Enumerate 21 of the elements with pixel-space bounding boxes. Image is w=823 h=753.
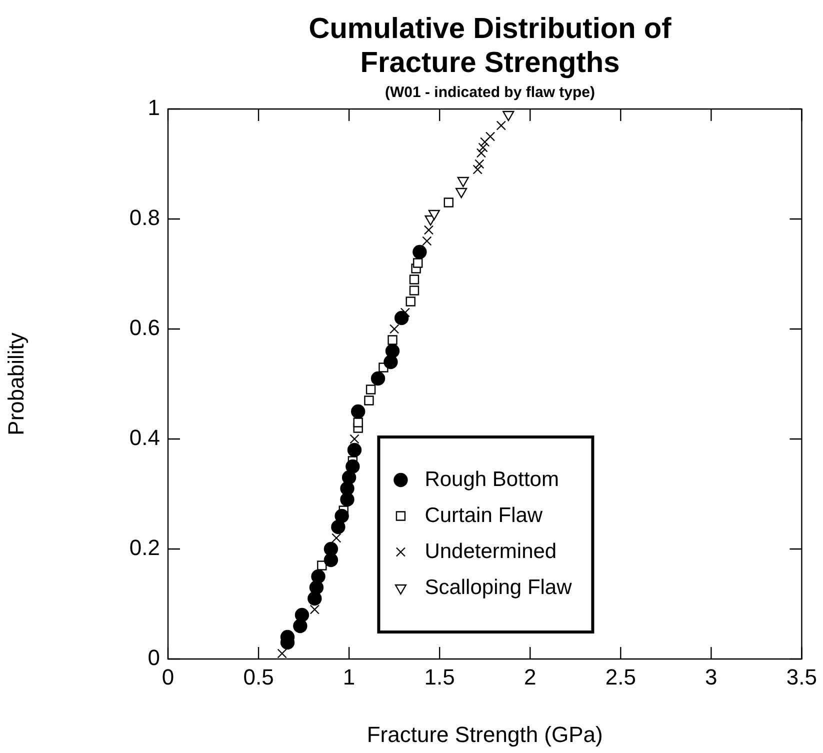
legend-label: Undetermined	[424, 540, 557, 563]
x-tick-label: 1.5	[424, 664, 455, 690]
y-tick-label: 0.6	[129, 315, 160, 340]
y-tick-label: 0	[148, 645, 160, 670]
x-tick-label: 0.5	[243, 664, 274, 690]
legend-label: Rough Bottom	[424, 468, 559, 491]
x-tick-label: 2.5	[605, 664, 636, 690]
y-axis-title: Probability	[3, 332, 28, 436]
x-tick-label: 3.5	[786, 664, 818, 690]
legend-label: Curtain Flaw	[424, 504, 544, 527]
legend-label: Scalloping Flaw	[424, 576, 573, 599]
x-tick-label: 3	[705, 664, 718, 690]
x-tick-label: 2	[524, 664, 536, 690]
chart-title: Cumulative Distribution of Fracture Strengths	[308, 12, 672, 80]
y-tick-label: 0.8	[129, 205, 160, 230]
chart-subtitle: (W01 - indicated by flaw type)	[384, 84, 596, 101]
y-tick-label: 0.4	[129, 425, 160, 450]
y-tick-label: 0.2	[129, 535, 160, 560]
x-tick-label: 1	[342, 664, 356, 690]
y-tick-label: 1	[148, 95, 160, 120]
x-axis-title: Fracture Strength (GPa)	[366, 722, 603, 747]
